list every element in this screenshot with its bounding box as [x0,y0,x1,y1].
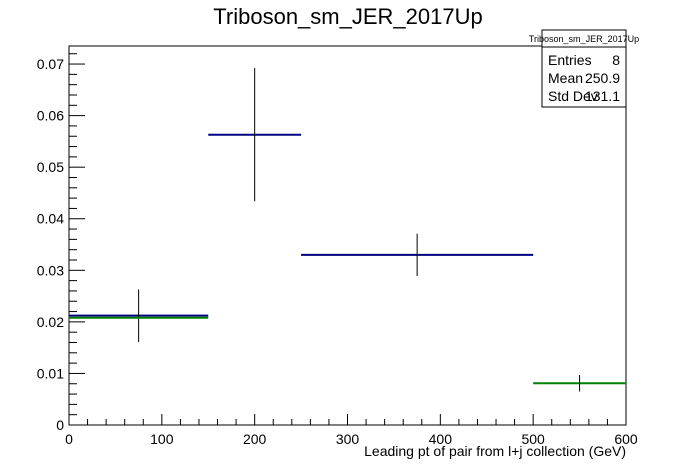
x-tick-label: 400 [429,431,453,447]
stats-mean-label: Mean [548,70,583,86]
y-tick-label: 0.07 [37,56,64,72]
stats-stddev-value: 131.1 [585,88,620,104]
stats-stddev-label: Std Dev [548,88,598,104]
y-axis: 0 0.01 0.02 0.03 0.04 0.05 0.06 0.07 [37,53,85,433]
x-tick-label: 600 [614,431,638,447]
x-tick-label: 500 [521,431,545,447]
stats-mean-value: 250.9 [585,70,620,86]
y-tick-label: 0.05 [37,159,64,175]
x-axis: 0 100 200 300 400 500 600 [65,414,638,447]
x-axis-label: Leading pt of pair from l+j collection (… [364,443,626,459]
stats-box-title: Triboson_sm_JER_2017Up [529,34,639,44]
series-layer [69,68,626,392]
y-tick-label: 0.04 [37,211,64,227]
chart-title: Triboson_sm_JER_2017Up [213,4,482,29]
x-tick-label: 100 [150,431,174,447]
y-tick-label: 0.06 [37,108,64,124]
y-tick-label: 0 [56,417,64,433]
x-tick-label: 0 [65,431,73,447]
y-tick-label: 0.01 [37,365,64,381]
stats-box-frame [541,29,627,108]
y-tick-label: 0.03 [37,262,64,278]
x-tick-label: 200 [243,431,267,447]
x-tick-label: 300 [336,431,360,447]
stats-entries-value: 8 [612,52,620,68]
y-tick-label: 0.02 [37,314,64,330]
stats-entries-label: Entries [548,52,592,68]
stats-box: Triboson_sm_JER_2017Up Entries 8 Mean 25… [529,29,639,108]
